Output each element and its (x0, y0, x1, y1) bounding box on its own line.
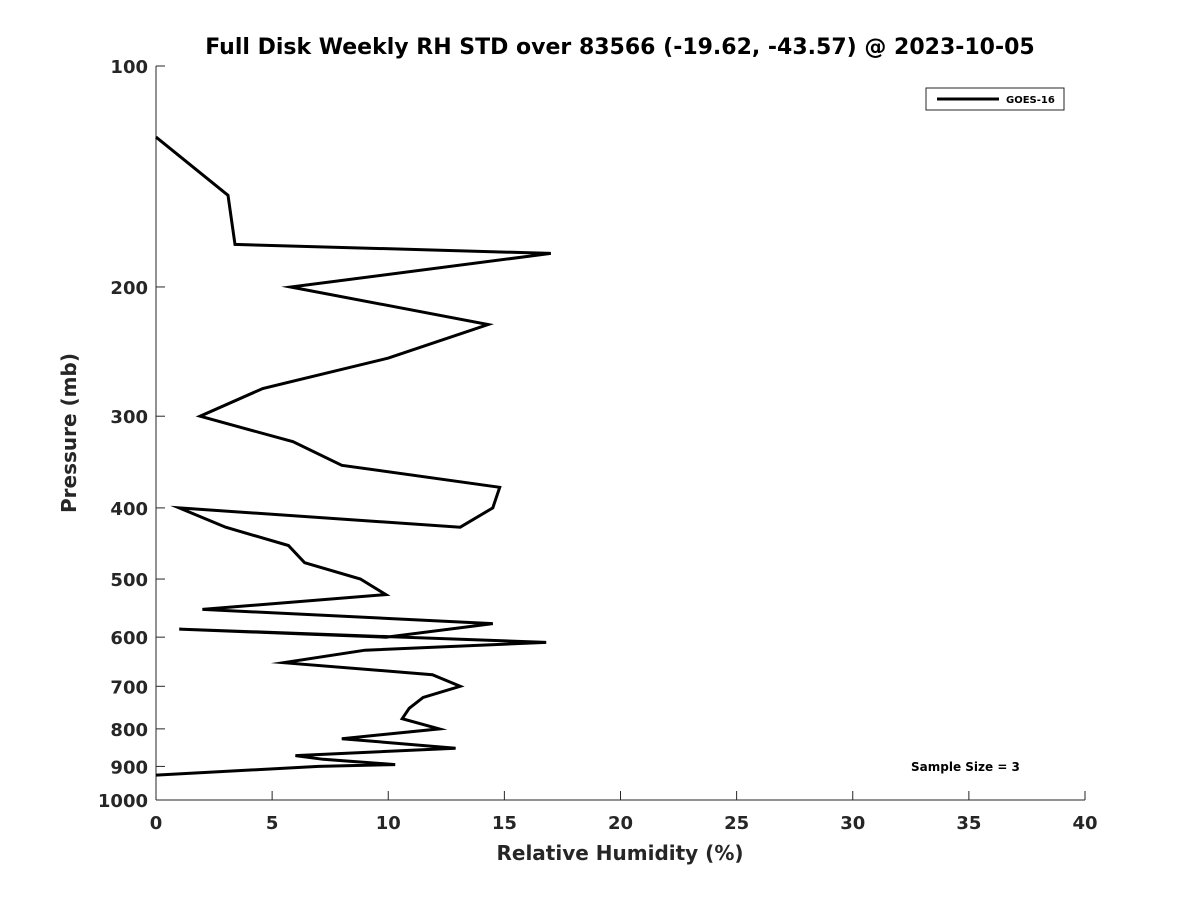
legend: GOES-16 (925, 87, 1065, 111)
x-tick-label: 25 (724, 813, 749, 834)
y-axis: 100 200 300 400 500 600 700 800 900 1000 (98, 57, 165, 812)
x-axis-label: Relative Humidity (%) (496, 841, 743, 865)
y-tick-label: 100 (110, 57, 148, 78)
y-tick-label: 500 (110, 570, 148, 591)
chart-title: Full Disk Weekly RH STD over 83566 (-19.… (205, 35, 1035, 60)
y-tick-label: 300 (110, 407, 148, 428)
x-tick-label: 20 (608, 813, 633, 834)
sample-size-annotation: Sample Size = 3 (911, 760, 1020, 774)
y-tick-label: 600 (110, 628, 148, 649)
y-tick-label: 1000 (98, 791, 148, 812)
y-tick-label: 800 (110, 720, 148, 741)
y-axis-label: Pressure (mb) (57, 353, 81, 513)
x-tick-label: 15 (492, 813, 517, 834)
x-axis: 0 5 10 15 20 25 30 35 40 (150, 791, 1098, 834)
y-tick-label: 900 (110, 757, 148, 778)
y-tick-label: 200 (110, 278, 148, 299)
x-tick-label: 40 (1072, 813, 1097, 834)
plot-area-frame (156, 66, 1085, 800)
y-tick-label: 400 (110, 499, 148, 520)
x-tick-label: 10 (376, 813, 401, 834)
series-layer (155, 135, 551, 777)
x-tick-label: 0 (150, 813, 163, 834)
x-tick-label: 5 (266, 813, 279, 834)
y-tick-label: 700 (110, 677, 148, 698)
legend-label-goes-16: GOES-16 (1006, 95, 1055, 106)
series-line-goes-16 (155, 135, 551, 777)
x-tick-label: 30 (840, 813, 865, 834)
x-tick-label: 35 (956, 813, 981, 834)
